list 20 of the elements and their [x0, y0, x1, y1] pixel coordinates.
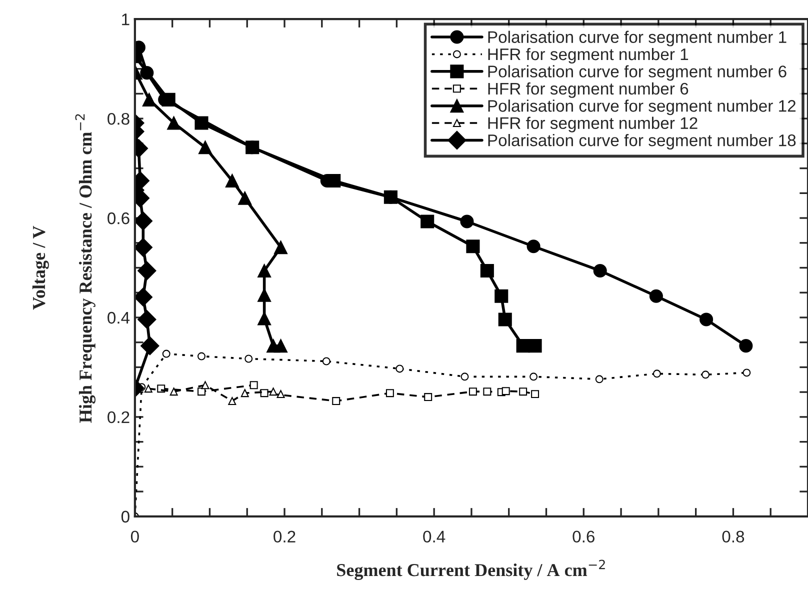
x-tick-label: 0.2 [274, 530, 296, 543]
y-tick-label: 1 [122, 14, 130, 26]
legend-label: Polarisation curve for segment number 1 [488, 30, 786, 46]
x-tick-label: 0.6 [572, 530, 594, 543]
x-tick-label: 0.8 [722, 530, 744, 543]
legend-label: Polarisation curve for segment number 18 [488, 134, 796, 150]
x-tick-label: 0 [130, 530, 139, 543]
legend-label: HFR for segment number 12 [488, 116, 698, 132]
legend-label: HFR for segment number 1 [488, 48, 688, 64]
y-tick-label: 0.8 [108, 112, 130, 125]
x-tick-label: 0.4 [423, 530, 446, 543]
y-tick-label: 0 [121, 510, 130, 523]
text: Voltage / V High Frequency Resistance / Ohm cm$^{−2}$ [32, 114, 96, 423]
y-tick-label: 0.4 [108, 312, 130, 324]
y-tick-label: 0.6 [108, 212, 130, 224]
legend-label: Polarisation curve for segment number 12 [488, 100, 796, 116]
x-axis-title: Segment Current Density / A cm$^{−2}$ [337, 560, 605, 580]
legend-label: Polarisation curve for segment number 6 [488, 65, 786, 81]
legend-label: HFR for segment number 6 [488, 82, 688, 98]
y-tick-label: 0.2 [108, 411, 130, 424]
